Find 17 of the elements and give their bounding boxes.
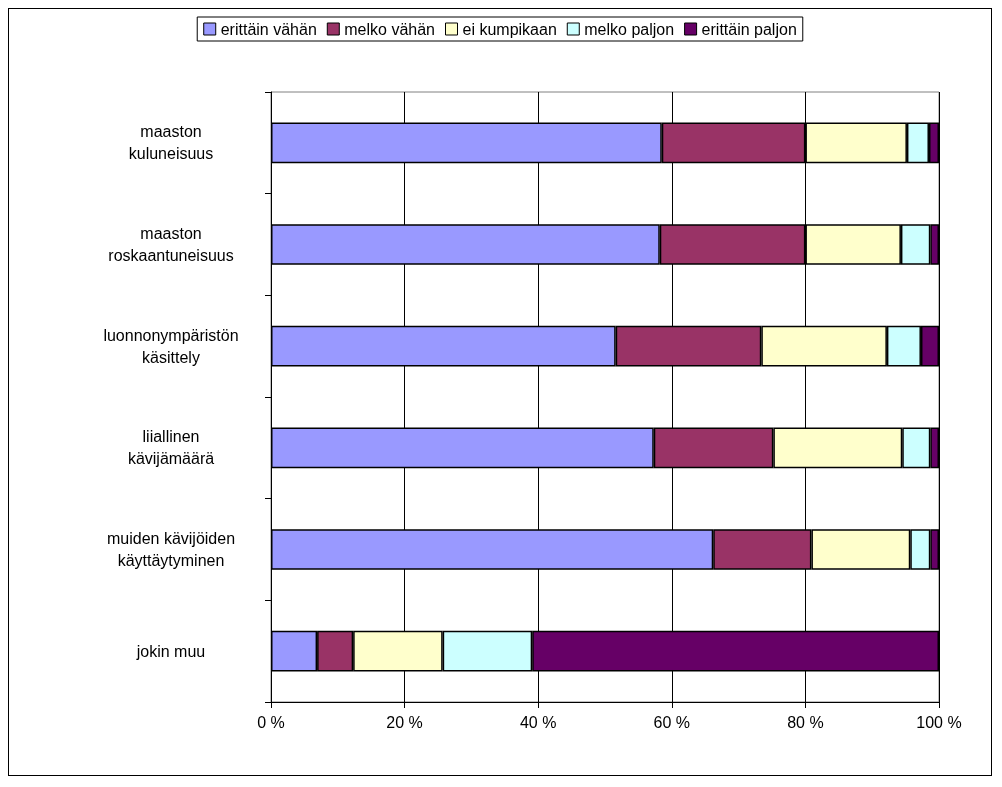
- y-tick-label: jokin muu: [135, 642, 206, 660]
- y-tick-label: maaston kuluneisuus: [128, 123, 214, 163]
- x-tick-label: 80 %: [787, 713, 824, 731]
- x-tick-label: 20 %: [386, 713, 423, 731]
- x-tick-label: 100 %: [916, 713, 962, 731]
- legend-label: melko vähän: [344, 20, 435, 38]
- y-tick-label: maaston roskaantuneisuus: [108, 225, 234, 264]
- x-tick-label: 60 %: [653, 713, 691, 731]
- y-tick-label: luonnonympäristön käsittely: [103, 326, 239, 366]
- x-tick-label: 0 %: [257, 713, 285, 731]
- x-tick-label: 40 %: [519, 713, 557, 731]
- legend-label: erittäin vähän: [220, 20, 317, 38]
- y-tick-label: muiden kävijöiden käyttäytyminen: [106, 530, 236, 569]
- legend-label: melko paljon: [584, 20, 675, 38]
- legend-label: erittäin paljon: [701, 20, 797, 38]
- legend-label: ei kumpikaan: [462, 20, 557, 38]
- y-tick-label: liiallinen kävijämäärä: [127, 428, 215, 468]
